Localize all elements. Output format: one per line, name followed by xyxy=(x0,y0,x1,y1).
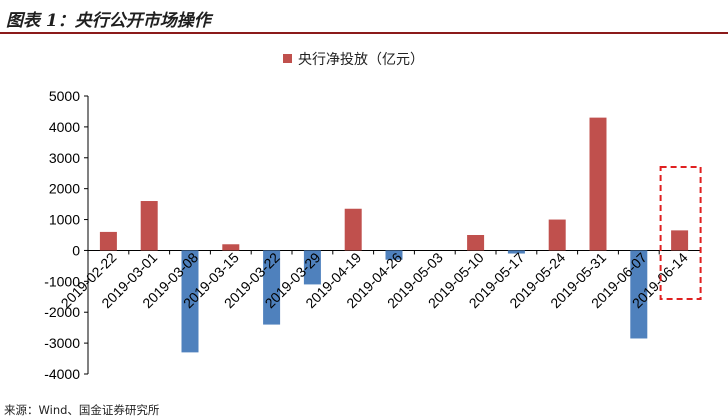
y-tick-label: -1000 xyxy=(44,273,80,289)
bar xyxy=(99,231,117,251)
chart-legend: 央行净投放（亿元） xyxy=(283,52,424,68)
bar xyxy=(222,244,240,251)
figure-title: 图表 1：央行公开市场操作 xyxy=(6,11,211,31)
title-rule xyxy=(0,32,728,34)
y-tick-label: 5000 xyxy=(49,88,80,104)
y-tick-label: -2000 xyxy=(44,304,80,320)
bar xyxy=(140,201,158,251)
y-tick-label: -3000 xyxy=(44,335,80,351)
y-tick-label: 2000 xyxy=(49,181,80,197)
bar xyxy=(303,250,321,285)
bar-chart: 央行净投放（亿元） -4000 -3000 -2000 -1000 0 1000 2000 3… xyxy=(44,52,702,382)
highlight-box xyxy=(659,166,702,300)
y-tick-label: 0 xyxy=(72,242,80,258)
bar xyxy=(181,250,199,353)
highlight-box-group xyxy=(659,166,702,300)
bar xyxy=(589,117,607,251)
legend-swatch xyxy=(283,54,292,63)
bar xyxy=(507,250,525,254)
y-tick-label: 3000 xyxy=(49,150,80,166)
y-tick-label: 4000 xyxy=(49,119,80,135)
x-axis-labels: 2019-02-222019-03-012019-03-082019-03-15… xyxy=(58,249,691,311)
bar xyxy=(630,250,648,339)
bar xyxy=(548,219,566,251)
source-note: 来源：Wind、国金证券研究所 xyxy=(4,403,160,417)
bar xyxy=(385,250,403,260)
bar xyxy=(467,235,485,251)
bars-group xyxy=(99,117,689,353)
bar xyxy=(344,208,362,251)
legend-label: 央行净投放（亿元） xyxy=(298,52,424,68)
y-tick-label: 1000 xyxy=(49,212,80,228)
bar xyxy=(671,230,689,251)
bar xyxy=(263,250,281,325)
y-tick-label: -4000 xyxy=(44,366,80,382)
